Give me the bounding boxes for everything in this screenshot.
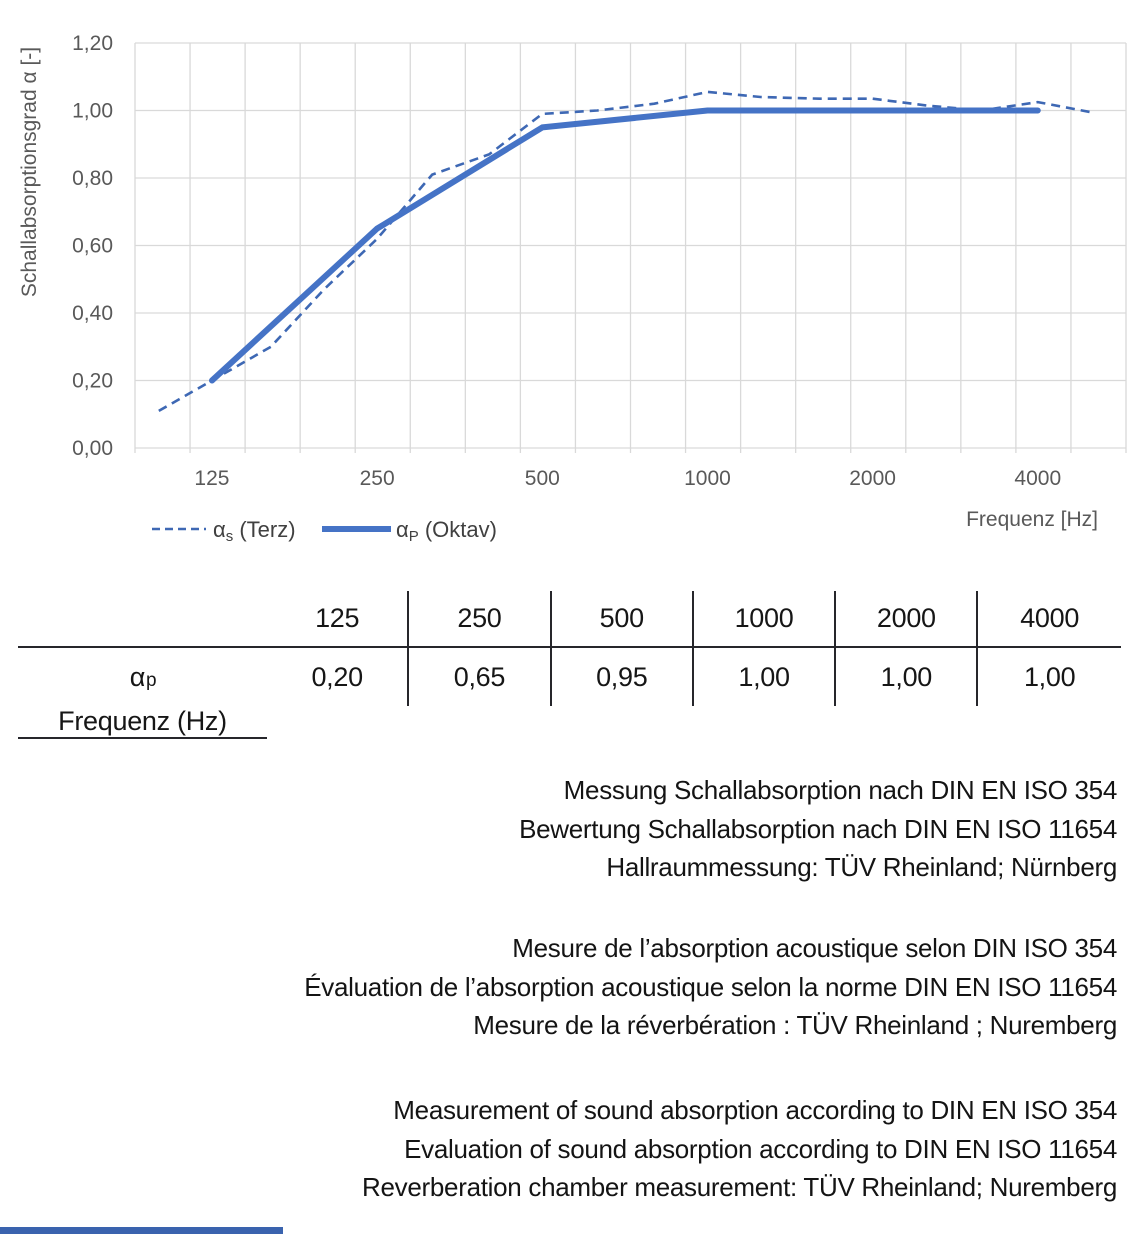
note-line: Measurement of sound absorption accordin… [393,1095,1117,1125]
x-axis-tick-label: 4000 [1014,467,1061,490]
table-header-frequency: Frequenz (Hz) [18,706,267,739]
table-value-500: 0,95 [552,648,694,706]
note-line: Messung Schallabsorption nach DIN EN ISO… [563,775,1118,805]
absorption-chart: 0,00 0,20 0,40 0,60 0,80 1,00 1,20 125 250 500 100… [18,32,1127,545]
table-value-125: 0,20 [267,648,410,706]
x-axis-title: Frequenz [Hz] [966,508,1098,531]
note-line: Evaluation of sound absorption according… [404,1133,1117,1164]
table-value-4000: 1,00 [1023,661,1076,692]
note-line: Bewertung Schallabsorption nach DIN EN I… [519,813,1117,844]
x-axis-tick-label: 125 [194,467,229,490]
notes-french: Mesure de l’absorption acoustique selon … [304,929,1117,1045]
y-axis-tick-label: 0,20 [72,370,113,393]
table-header-2000: 2000 [836,591,979,648]
note-line: Mesure de l’absorption acoustique selon … [512,933,1117,963]
table-header-4000: 4000 [978,591,1121,648]
y-axis-tick-label: 0,80 [72,167,113,190]
note-line: Reverberation chamber measurement: TÜV R… [362,1172,1117,1203]
notes-german: Messung Schallabsorption nach DIN EN ISO… [519,771,1117,887]
legend-label-alpha-p-oktav: αP (Oktav) [396,517,497,545]
series-alpha-s-terz-line [158,90,1092,413]
x-axis-tick-label: 1000 [684,467,731,490]
table-value-1000: 1,00 [694,648,837,706]
notes-english: Measurement of sound absorption accordin… [362,1091,1117,1207]
alpha-symbol: α [129,661,146,692]
table-value-2000: 1,00 [836,648,979,706]
y-axis-tick-label: 1,00 [72,100,113,123]
footer-accent-bar [0,1227,283,1234]
table-header-500: 500 [551,591,694,648]
legend-label-alpha-s-terz: αs (Terz) [213,517,296,545]
y-axis-tick-label: 0,40 [72,302,113,325]
y-axis-tick-label: 0,60 [72,235,113,258]
x-axis-tick-label: 250 [360,467,395,490]
y-axis-tick-label: 0,00 [72,437,113,460]
absorption-table: Frequenz (Hz) 125 250 500 1000 2000 4000… [18,591,1121,739]
x-axis-tick-label: 2000 [849,467,896,490]
table-header-250: 250 [409,591,552,648]
table-header-125: 125 [267,591,410,648]
y-axis-tick-label: 1,20 [72,32,113,55]
x-axis-tick-label: 500 [525,467,560,490]
table-value-250: 0,65 [409,648,552,706]
note-line: Mesure de la réverbération : TÜV Rheinla… [473,1010,1117,1041]
note-line: Évaluation de l’absorption acoustique se… [304,971,1117,1002]
note-line: Hallraummessung: TÜV Rheinland; Nürnberg [606,852,1117,883]
table-header-1000: 1000 [693,591,837,648]
series-alpha-p-oktav-line [209,107,1041,384]
y-axis-title: Schallabsorptionsgrad α [-] [18,47,41,297]
